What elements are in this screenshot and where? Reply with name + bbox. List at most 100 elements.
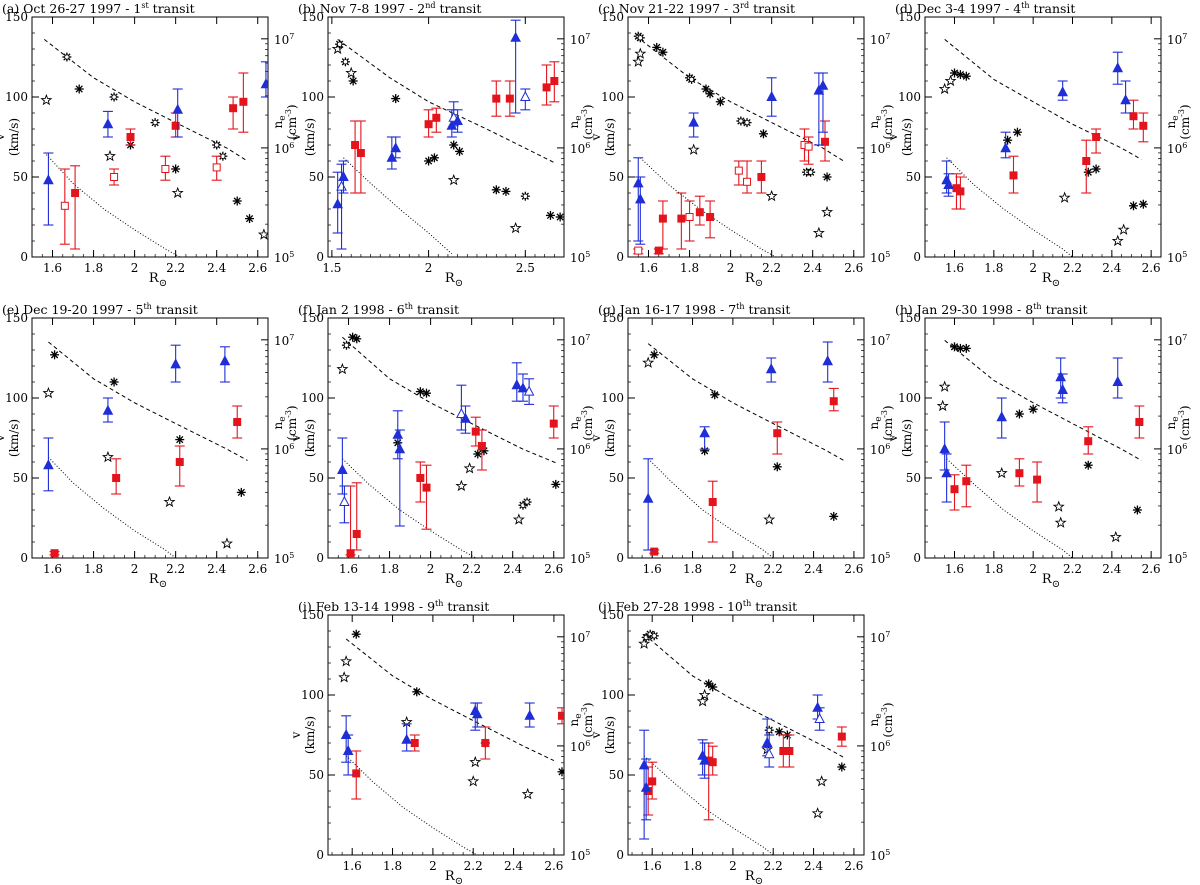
y-tick-label: 0 — [316, 250, 324, 264]
x-tick-label: 1.8 — [680, 261, 699, 275]
star-point — [936, 399, 949, 412]
dotted-model-line — [639, 157, 777, 257]
asterisk-point — [687, 74, 697, 84]
ne-axis-label: ne(cm-3) — [567, 702, 595, 737]
red-square-point — [708, 758, 717, 767]
asterisk-point — [473, 449, 483, 459]
x-tick-label: 2 — [425, 261, 433, 275]
x-tick-label: 1.8 — [84, 562, 103, 576]
y-axis-label: v(km/s) — [289, 419, 317, 457]
dashed-model-line — [48, 341, 248, 461]
ne-axis-symbol: ne — [1164, 416, 1181, 429]
panel-title: (h) Jan 29-30 1998 - 8th transit — [895, 302, 1088, 317]
x-tick-label: 2.2 — [166, 261, 185, 275]
star-point — [638, 637, 651, 649]
x-tick-label: 1.5 — [322, 261, 341, 275]
ne-axis-label: ne(cm-3) — [567, 104, 595, 139]
ne-tick-label: 107 — [570, 630, 590, 645]
x-tick-label: 2.4 — [1102, 562, 1121, 576]
blue-triangle-point — [812, 701, 823, 712]
plot-area — [638, 629, 847, 855]
panel-g: (g) Jan 16-17 1998 - 7th transit 1.6 1.8 2 2… — [589, 302, 895, 590]
blue-triangle-point — [761, 736, 773, 747]
ne-axis-units: (cm-3) — [580, 104, 595, 139]
x-tick-label: 2.6 — [544, 859, 563, 873]
red-square-point — [654, 246, 663, 255]
blue-triangle-point — [219, 355, 231, 366]
blue-triangle-point — [642, 492, 654, 503]
asterisk-point — [236, 487, 246, 497]
blue-triangle-point — [634, 193, 646, 204]
asterisk-point — [449, 140, 459, 150]
red-errorbar — [1081, 139, 1092, 194]
ne-tick-label: 107 — [870, 32, 890, 47]
x-tick-label: 2 — [427, 562, 435, 576]
y-tick-label: 150 — [301, 311, 324, 325]
blue-triangle-point — [1112, 375, 1124, 386]
panel-title: (i) Feb 13-14 1998 - 9th transit — [298, 599, 489, 614]
y-tick-label: 100 — [301, 391, 324, 405]
ne-tick-label: 106 — [870, 442, 890, 457]
asterisk-point — [557, 767, 564, 777]
star-point — [257, 228, 268, 240]
panel-title: (g) Jan 16-17 1998 - 7th transit — [598, 302, 790, 317]
red-open-square-point — [60, 201, 69, 210]
asterisk-point — [391, 94, 401, 104]
star-point — [463, 462, 476, 474]
blue-triangle-point — [471, 708, 483, 719]
y-tick-label: 0 — [20, 250, 28, 264]
x-tick-label: 2.6 — [248, 261, 267, 275]
blue-errorbar — [43, 152, 54, 226]
red-square-point — [233, 418, 242, 426]
x-tick-label: 2.4 — [504, 859, 523, 873]
x-tick-label: 2.6 — [1142, 261, 1161, 275]
x-tick-label: 1.8 — [984, 562, 1003, 576]
asterisk-point — [649, 631, 659, 641]
blue-open-triangle-point — [814, 712, 825, 723]
asterisk-point — [341, 340, 351, 350]
x-tick-label: 1.6 — [945, 261, 964, 275]
asterisk-point — [758, 129, 768, 139]
x-tick-label: 1.6 — [643, 859, 662, 873]
y-axis-label: v(km/s) — [886, 419, 914, 457]
asterisk-point — [822, 172, 832, 182]
ne-tick-label: 107 — [870, 333, 890, 348]
star-point — [632, 55, 645, 67]
red-square-point — [112, 474, 121, 482]
asterisk-point — [245, 214, 255, 224]
ne-tick-label: 105 — [1167, 551, 1187, 566]
asterisk-point — [1091, 164, 1101, 174]
x-axis-label: R⊙ — [745, 271, 763, 289]
asterisk-point — [1014, 409, 1024, 419]
blue-triangle-point — [386, 151, 398, 162]
red-errorbar — [657, 200, 668, 250]
red-open-square-point — [212, 163, 221, 172]
ne-axis-symbol: ne — [867, 713, 884, 726]
y-axis-units: (km/s) — [303, 716, 317, 754]
red-square-point — [542, 83, 551, 92]
star-point — [42, 386, 55, 399]
asterisk-point — [736, 116, 746, 126]
asterisk-point — [1128, 201, 1138, 211]
ne-axis-units: (cm-3) — [1177, 104, 1192, 139]
asterisk-point — [555, 212, 564, 222]
blue-triangle-point — [632, 177, 644, 188]
asterisk-point — [961, 71, 971, 81]
red-square-point — [956, 187, 965, 196]
x-tick-label: 2.6 — [544, 562, 563, 576]
ne-tick-label: 106 — [570, 442, 590, 457]
blue-triangle-point — [699, 427, 710, 438]
red-square-point — [550, 77, 559, 85]
ne-tick-label: 107 — [570, 32, 590, 47]
red-square-point — [549, 419, 558, 428]
asterisk-point — [335, 39, 345, 49]
plot-frame — [31, 317, 269, 559]
asterisk-point — [742, 118, 752, 128]
red-square-point — [432, 113, 441, 122]
star-point — [938, 82, 951, 95]
asterisk-point — [422, 388, 432, 398]
asterisk-point — [1138, 199, 1148, 209]
dashed-model-line — [342, 336, 558, 465]
star-point — [811, 807, 824, 819]
